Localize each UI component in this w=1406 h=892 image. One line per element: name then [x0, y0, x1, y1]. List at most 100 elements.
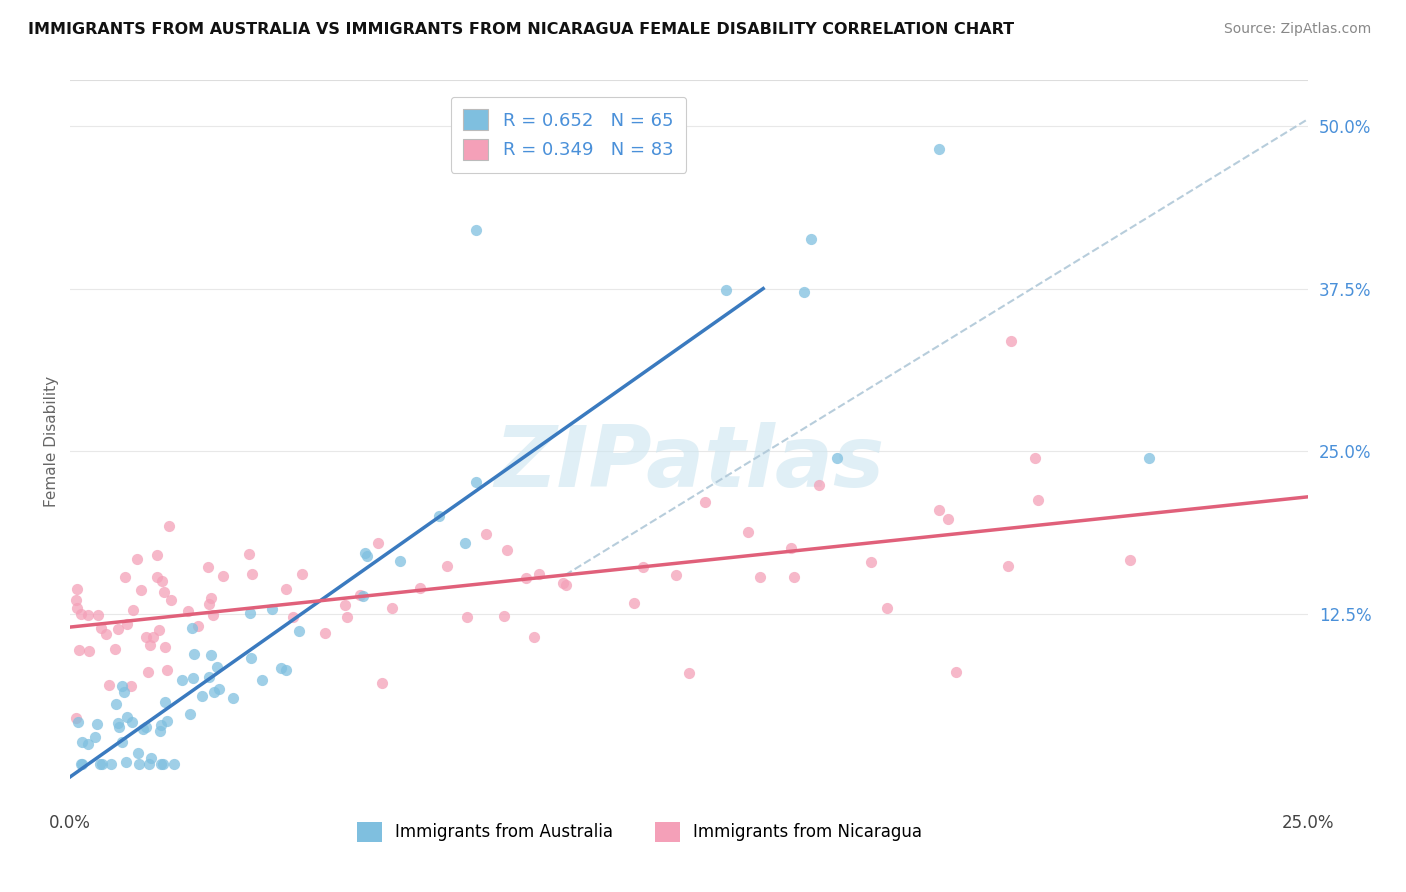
- Point: [149, 756, 172, 771]
- Point: [152, 756, 174, 771]
- Point: [198, 597, 221, 611]
- Point: [108, 721, 131, 735]
- Point: [145, 570, 167, 584]
- Point: [780, 541, 803, 555]
- Point: [72, 735, 94, 749]
- Point: [288, 624, 311, 638]
- Point: [465, 223, 488, 237]
- Point: [138, 638, 160, 652]
- Point: [523, 630, 546, 644]
- Point: [291, 566, 314, 581]
- Point: [270, 661, 292, 675]
- Point: [156, 664, 179, 678]
- Point: [356, 549, 378, 563]
- Point: [222, 691, 245, 706]
- Point: [239, 606, 262, 620]
- Point: [139, 750, 162, 764]
- Text: IMMIGRANTS FROM AUSTRALIA VS IMMIGRANTS FROM NICARAGUA FEMALE DISABILITY CORRELA: IMMIGRANTS FROM AUSTRALIA VS IMMIGRANTS …: [28, 22, 1014, 37]
- Point: [749, 570, 772, 584]
- Point: [354, 546, 377, 560]
- Point: [70, 607, 93, 621]
- Point: [427, 509, 450, 524]
- Point: [150, 574, 173, 589]
- Point: [177, 604, 200, 618]
- Point: [631, 560, 654, 574]
- Point: [157, 519, 180, 533]
- Point: [114, 685, 136, 699]
- Point: [104, 642, 127, 657]
- Point: [181, 622, 204, 636]
- Point: [142, 630, 165, 644]
- Text: ZIPatlas: ZIPatlas: [494, 422, 884, 505]
- Point: [115, 710, 138, 724]
- Point: [66, 582, 89, 596]
- Point: [91, 756, 114, 771]
- Point: [793, 285, 815, 299]
- Point: [453, 536, 475, 550]
- Point: [464, 475, 486, 490]
- Point: [132, 722, 155, 736]
- Point: [187, 619, 209, 633]
- Point: [190, 689, 212, 703]
- Point: [152, 585, 174, 599]
- Point: [115, 756, 138, 770]
- Point: [555, 578, 578, 592]
- Point: [260, 601, 283, 615]
- Point: [66, 714, 89, 729]
- Point: [807, 478, 830, 492]
- Point: [240, 566, 263, 581]
- Point: [212, 569, 235, 583]
- Point: [153, 640, 176, 655]
- Point: [827, 450, 849, 465]
- Point: [945, 665, 967, 679]
- Point: [202, 685, 225, 699]
- Point: [98, 678, 121, 692]
- Point: [163, 756, 186, 771]
- Point: [105, 698, 128, 712]
- Point: [96, 627, 118, 641]
- Point: [336, 610, 359, 624]
- Point: [70, 756, 93, 771]
- Point: [436, 558, 458, 573]
- Point: [800, 232, 823, 246]
- Point: [170, 673, 193, 687]
- Point: [120, 679, 142, 693]
- Point: [69, 643, 91, 657]
- Point: [352, 589, 374, 603]
- Point: [136, 665, 159, 679]
- Point: [928, 502, 950, 516]
- Point: [200, 591, 222, 606]
- Point: [100, 756, 122, 771]
- Point: [1000, 334, 1022, 348]
- Point: [146, 548, 169, 562]
- Point: [156, 714, 179, 729]
- Point: [997, 558, 1019, 573]
- Point: [250, 673, 273, 687]
- Point: [737, 525, 759, 540]
- Point: [138, 756, 160, 771]
- Point: [114, 570, 136, 584]
- Point: [111, 734, 134, 748]
- Point: [90, 621, 112, 635]
- Point: [693, 495, 716, 509]
- Point: [148, 624, 170, 638]
- Point: [527, 567, 550, 582]
- Point: [494, 609, 516, 624]
- Point: [127, 551, 149, 566]
- Point: [281, 610, 304, 624]
- Point: [1024, 450, 1046, 465]
- Point: [183, 647, 205, 661]
- Point: [202, 608, 225, 623]
- Point: [135, 630, 157, 644]
- Point: [274, 663, 297, 677]
- Y-axis label: Female Disability: Female Disability: [44, 376, 59, 508]
- Point: [553, 575, 575, 590]
- Point: [121, 714, 143, 729]
- Point: [181, 671, 204, 685]
- Point: [239, 651, 262, 665]
- Point: [65, 711, 87, 725]
- Point: [208, 682, 231, 697]
- Point: [496, 542, 519, 557]
- Point: [381, 600, 404, 615]
- Point: [89, 756, 111, 771]
